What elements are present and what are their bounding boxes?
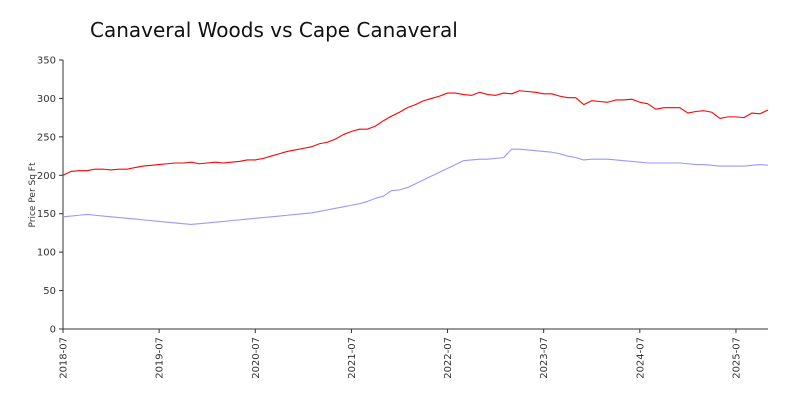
y-tick-label: 50 (43, 286, 56, 297)
x-tick-label: 2022-07 (443, 337, 454, 379)
series-layer (62, 90, 769, 226)
y-tick-label: 350 (37, 56, 56, 67)
y-tick-label: 250 (37, 132, 56, 143)
y-tick-label: 150 (37, 209, 56, 220)
x-tick-label: 2018-07 (59, 337, 70, 379)
y-tick-label: 300 (37, 94, 56, 105)
chart-title: Canaveral Woods vs Cape Canaveral (90, 18, 458, 42)
x-tick-label: 2019-07 (155, 337, 166, 379)
series-line-2 (62, 148, 769, 226)
x-tick-label: 2020-07 (251, 337, 262, 379)
axes: 0 50 100 150 200 250 300 350 2018-07 2019-07 2020-… (37, 56, 768, 379)
y-axis-title: Price Per Sq Ft (28, 162, 38, 227)
y-tick-label: 0 (50, 325, 56, 336)
x-tick-label: 2023-07 (539, 337, 550, 379)
x-tick-label: 2025-07 (731, 337, 742, 379)
y-tick-label: 100 (37, 248, 56, 259)
y-tick-label: 200 (37, 171, 56, 182)
x-tick-label: 2024-07 (635, 337, 646, 379)
series-line-1 (62, 90, 769, 176)
x-tick-label: 2021-07 (347, 337, 358, 379)
